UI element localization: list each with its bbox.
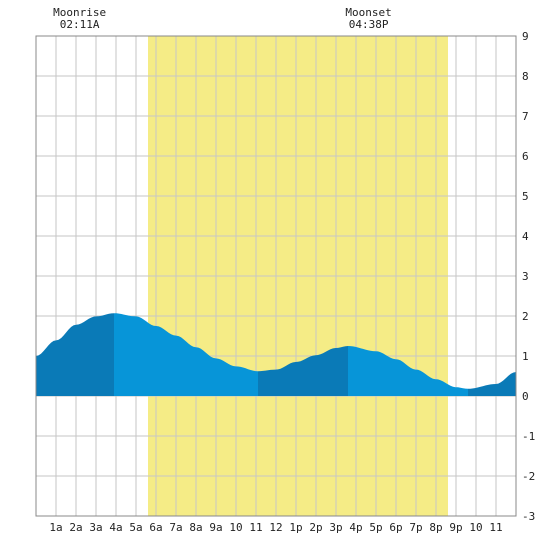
tide-segment-rising — [258, 346, 348, 396]
x-tick-label: 2a — [69, 521, 82, 534]
plot-border — [35, 35, 517, 517]
x-tick-label: 8p — [429, 521, 442, 534]
moon-events: Moonrise 02:11A Moonset 04:38P — [53, 6, 392, 31]
y-tick-label: -3 — [522, 510, 535, 523]
y-tick-labels: -3 -2 -1 0 1 2 3 4 5 6 7 8 9 — [522, 30, 535, 523]
y-tick-label: 3 — [522, 270, 529, 283]
moonset-time: 04:38P — [349, 18, 389, 31]
x-tick-label: 6p — [389, 521, 402, 534]
tide-segment-rising — [36, 313, 114, 396]
moonrise-time: 02:11A — [60, 18, 100, 31]
x-tick-label: 4a — [109, 521, 122, 534]
tide-segment-rising — [468, 372, 516, 396]
x-tick-label: 12 — [269, 521, 282, 534]
x-tick-label: 9p — [449, 521, 462, 534]
x-tick-label: 2p — [309, 521, 322, 534]
tide-area — [36, 313, 516, 396]
x-tick-label: 11 — [249, 521, 262, 534]
x-tick-label: 6a — [149, 521, 162, 534]
x-tick-label: 5a — [129, 521, 142, 534]
x-tick-labels: 1a 2a 3a 4a 5a 6a 7a 8a 9a 10 11 12 1p 2p 3p 4p 5p 6p 7p 8p… — [49, 521, 502, 534]
y-tick-label: 0 — [522, 390, 529, 403]
y-tick-label: 6 — [522, 150, 529, 163]
x-tick-label: 5p — [369, 521, 382, 534]
tide-segment-falling — [348, 346, 468, 396]
y-tick-label: -2 — [522, 470, 535, 483]
x-tick-label: 3a — [89, 521, 102, 534]
x-tick-label: 1a — [49, 521, 62, 534]
x-tick-label: 10 — [229, 521, 242, 534]
x-tick-label: 7p — [409, 521, 422, 534]
grid-lines — [36, 35, 516, 517]
x-tick-label: 11 — [489, 521, 502, 534]
moonrise-label: Moonrise — [53, 6, 106, 19]
tide-segment-falling — [114, 313, 258, 396]
y-tick-label: 8 — [522, 70, 529, 83]
x-tick-label: 4p — [349, 521, 362, 534]
y-tick-label: -1 — [522, 430, 535, 443]
y-tick-label: 5 — [522, 190, 529, 203]
y-tick-label: 1 — [522, 350, 529, 363]
x-tick-label: 7a — [169, 521, 182, 534]
y-tick-label: 4 — [522, 230, 529, 243]
x-tick-label: 10 — [469, 521, 482, 534]
plot-frame — [35, 35, 517, 517]
y-tick-label: 2 — [522, 310, 529, 323]
x-tick-label: 8a — [189, 521, 202, 534]
moonset-label: Moonset — [345, 6, 391, 19]
x-tick-label: 3p — [329, 521, 342, 534]
y-tick-label: 7 — [522, 110, 529, 123]
y-tick-label: 9 — [522, 30, 529, 43]
x-tick-label: 9a — [209, 521, 222, 534]
x-tick-label: 1p — [289, 521, 302, 534]
